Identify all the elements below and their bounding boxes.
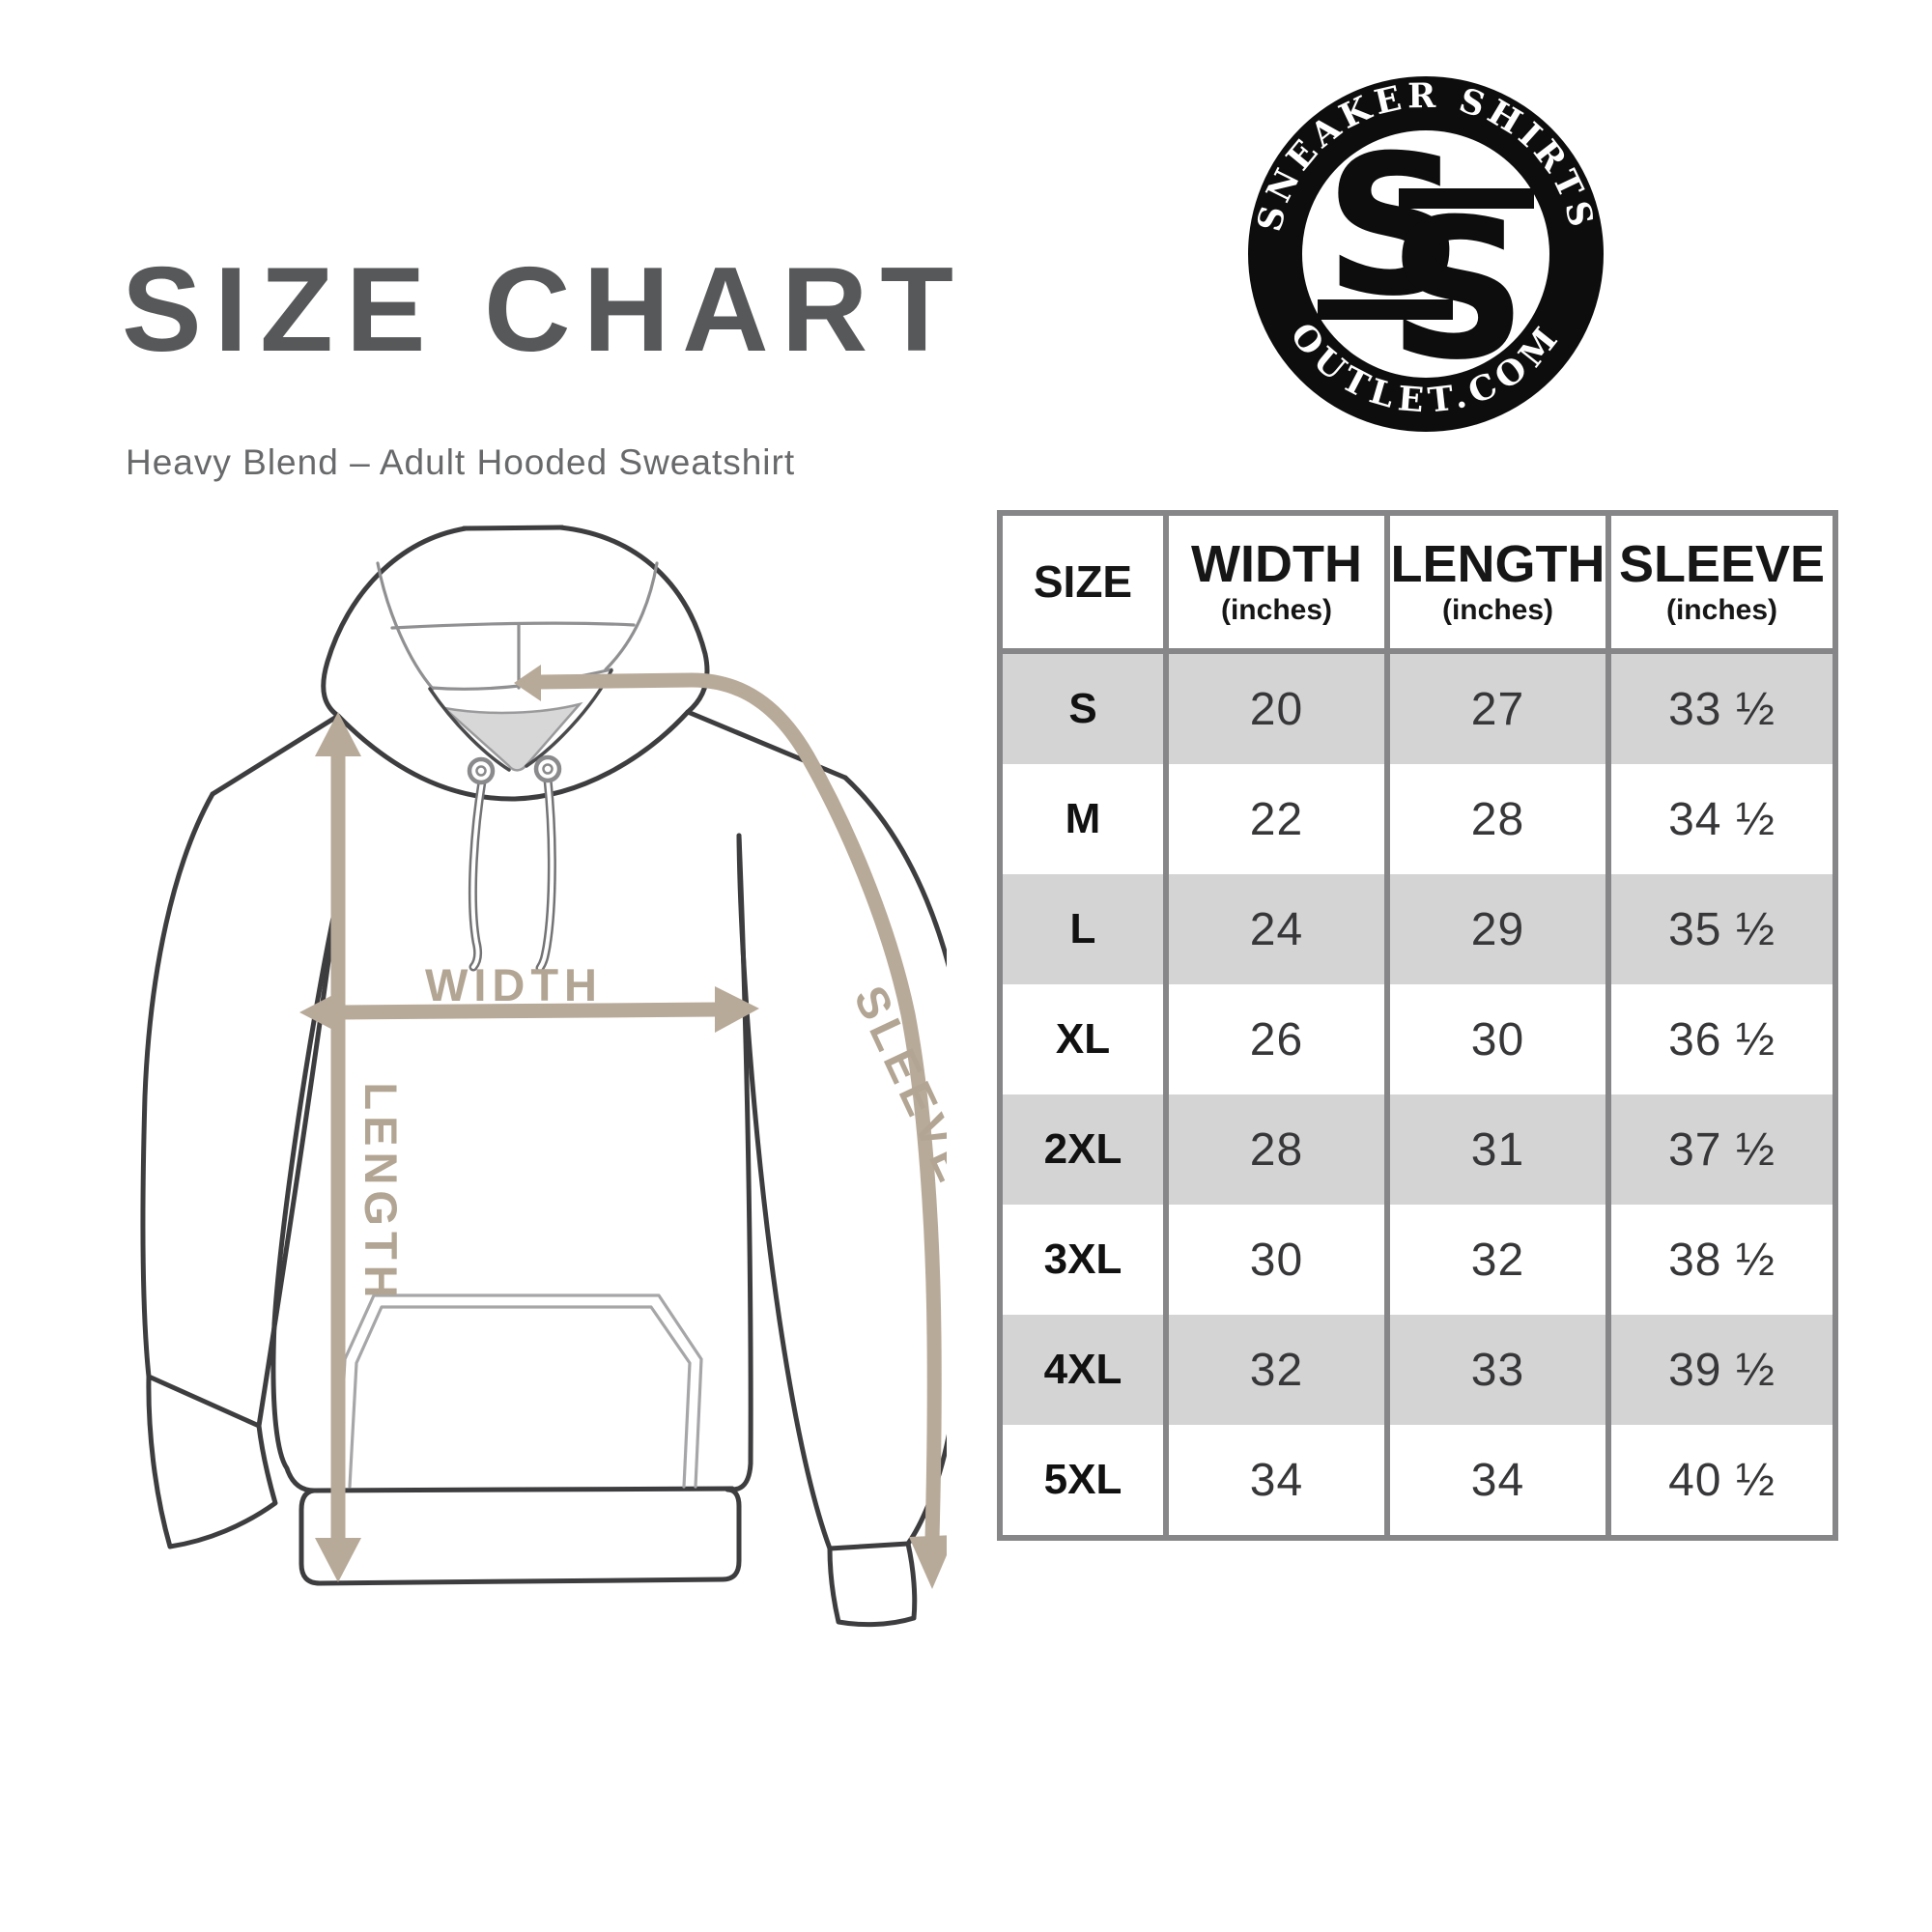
body-outline <box>140 709 947 1628</box>
length-value: 29 <box>1470 903 1525 955</box>
length-value: 32 <box>1470 1234 1525 1286</box>
table-row-sleeve-cell: 37 ½ <box>1611 1094 1833 1205</box>
length-value: 28 <box>1470 793 1525 845</box>
width-value: 28 <box>1249 1123 1304 1176</box>
page-title: SIZE CHART <box>122 243 966 377</box>
length-arrow-label: LENGTH <box>355 1082 407 1303</box>
table-row-length-cell: 29 <box>1390 874 1611 984</box>
table-row-size-cell: 3XL <box>1003 1205 1169 1315</box>
table-row-sleeve-cell: 35 ½ <box>1611 874 1833 984</box>
sleeve-arrow-label: SLEEVE <box>844 978 947 1193</box>
column-header-sleeve: SLEEVE (inches) <box>1611 516 1833 654</box>
width-value: 26 <box>1249 1013 1304 1065</box>
size-value: 5XL <box>1043 1456 1122 1503</box>
length-value: 34 <box>1470 1454 1525 1506</box>
header-sleeve-label: SLEEVE <box>1618 535 1826 594</box>
size-value: M <box>1065 795 1101 842</box>
table-row-size-cell: S <box>1003 654 1169 764</box>
length-value: 30 <box>1470 1013 1525 1065</box>
monogram-top-bar <box>1399 188 1534 209</box>
table-row-sleeve-cell: 38 ½ <box>1611 1205 1833 1315</box>
table-row-width-cell: 30 <box>1169 1205 1390 1315</box>
sleeve-value: 38 ½ <box>1668 1234 1776 1286</box>
length-value: 31 <box>1470 1123 1525 1176</box>
table-row-width-cell: 24 <box>1169 874 1390 984</box>
drawstrings <box>467 754 562 973</box>
width-value: 30 <box>1249 1234 1304 1286</box>
monogram-bottom-bar <box>1318 299 1453 320</box>
table-row-size-cell: 4XL <box>1003 1315 1169 1425</box>
sleeve-value: 39 ½ <box>1668 1344 1776 1396</box>
size-table: SIZE WIDTH (inches) LENGTH (inches) SLEE… <box>997 510 1838 1541</box>
header-length-unit: (inches) <box>1441 593 1554 626</box>
table-row-length-cell: 34 <box>1390 1425 1611 1535</box>
table-row-width-cell: 20 <box>1169 654 1390 764</box>
header-size-label: SIZE <box>1033 556 1133 608</box>
length-arrow <box>315 712 361 1582</box>
hood-outline <box>321 525 710 802</box>
table-row-width-cell: 26 <box>1169 984 1390 1094</box>
width-value: 24 <box>1249 903 1304 955</box>
sleeve-value: 40 ½ <box>1668 1454 1776 1506</box>
sleeve-value: 37 ½ <box>1668 1123 1776 1176</box>
width-arrow-label: WIDTH <box>425 959 603 1010</box>
sleeve-value: 33 ½ <box>1668 683 1776 735</box>
size-value: XL <box>1055 1015 1111 1063</box>
table-row-width-cell: 22 <box>1169 764 1390 874</box>
page-subtitle: Heavy Blend – Adult Hooded Sweatshirt <box>126 442 796 482</box>
table-row-width-cell: 28 <box>1169 1094 1390 1205</box>
table-row-width-cell: 32 <box>1169 1315 1390 1425</box>
header-length-label: LENGTH <box>1390 535 1605 594</box>
width-value: 22 <box>1249 793 1304 845</box>
width-value: 32 <box>1249 1344 1304 1396</box>
table-row-length-cell: 30 <box>1390 984 1611 1094</box>
table-row-width-cell: 34 <box>1169 1425 1390 1535</box>
column-header-width: WIDTH (inches) <box>1169 516 1390 654</box>
table-row-sleeve-cell: 34 ½ <box>1611 764 1833 874</box>
size-value: S <box>1068 685 1097 732</box>
table-row-length-cell: 32 <box>1390 1205 1611 1315</box>
table-row-size-cell: 2XL <box>1003 1094 1169 1205</box>
table-row-size-cell: XL <box>1003 984 1169 1094</box>
header-width-label: WIDTH <box>1191 535 1362 594</box>
table-row-length-cell: 31 <box>1390 1094 1611 1205</box>
neck-triangle <box>440 701 583 772</box>
logo-ss-monogram: S S <box>1318 114 1534 403</box>
column-header-size: SIZE <box>1003 516 1169 654</box>
hoodie-measurement-diagram: WIDTH LENGTH SLEEVE <box>140 525 947 1628</box>
sleeve-value: 36 ½ <box>1668 1013 1776 1065</box>
kangaroo-pocket <box>336 1293 703 1489</box>
sleeve-arrow <box>514 665 947 1589</box>
table-row-sleeve-cell: 39 ½ <box>1611 1315 1833 1425</box>
table-row-size-cell: M <box>1003 764 1169 874</box>
table-row-length-cell: 33 <box>1390 1315 1611 1425</box>
size-value: 3XL <box>1043 1236 1122 1283</box>
width-value: 20 <box>1249 683 1304 735</box>
header-sleeve-unit: (inches) <box>1665 593 1778 626</box>
table-row-sleeve-cell: 33 ½ <box>1611 654 1833 764</box>
hood-inner-lines <box>376 561 659 691</box>
table-row-sleeve-cell: 36 ½ <box>1611 984 1833 1094</box>
table-row-sleeve-cell: 40 ½ <box>1611 1425 1833 1535</box>
sleeve-value: 34 ½ <box>1668 793 1776 845</box>
sleeve-value: 35 ½ <box>1668 903 1776 955</box>
size-value: L <box>1069 905 1096 952</box>
table-row-length-cell: 28 <box>1390 764 1611 874</box>
length-value: 33 <box>1470 1344 1525 1396</box>
size-value: 4XL <box>1043 1346 1122 1393</box>
column-header-length: LENGTH (inches) <box>1390 516 1611 654</box>
width-value: 34 <box>1249 1454 1304 1506</box>
length-value: 27 <box>1470 683 1525 735</box>
table-row-length-cell: 27 <box>1390 654 1611 764</box>
sneaker-shirts-outlet-logo-icon: SNEAKER SHIRTS OUTLET.COM S S <box>1248 76 1604 432</box>
monogram-s-right: S <box>1388 178 1527 403</box>
size-value: 2XL <box>1043 1125 1122 1173</box>
header-width-unit: (inches) <box>1220 593 1333 626</box>
table-row-size-cell: 5XL <box>1003 1425 1169 1535</box>
table-row-size-cell: L <box>1003 874 1169 984</box>
